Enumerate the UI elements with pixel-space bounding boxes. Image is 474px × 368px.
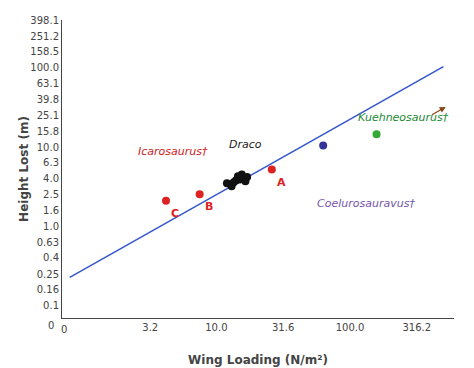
- svg-text:398.1: 398.1: [30, 15, 59, 26]
- svg-text:Icarosaurus†: Icarosaurus†: [138, 145, 208, 158]
- svg-text:31.6: 31.6: [272, 322, 294, 333]
- svg-text:C: C: [171, 207, 179, 220]
- svg-text:1.0: 1.0: [43, 221, 59, 232]
- svg-text:63.1: 63.1: [37, 78, 59, 89]
- svg-text:15.8: 15.8: [37, 126, 59, 137]
- svg-text:0.4: 0.4: [43, 252, 59, 263]
- svg-text:0.25: 0.25: [37, 269, 59, 280]
- svg-text:100.0: 100.0: [336, 322, 365, 333]
- svg-text:10.0: 10.0: [205, 322, 227, 333]
- svg-text:2.5: 2.5: [43, 189, 59, 200]
- svg-text:Height Lost (m): Height Lost (m): [17, 116, 31, 222]
- svg-text:Wing Loading (N/m²): Wing Loading (N/m²): [188, 353, 328, 367]
- svg-text:100.0: 100.0: [30, 62, 59, 73]
- svg-text:251.2: 251.2: [30, 31, 59, 42]
- svg-text:0: 0: [61, 324, 67, 335]
- svg-text:6.3: 6.3: [43, 157, 59, 168]
- svg-text:0.63: 0.63: [37, 237, 59, 248]
- svg-text:Kuehneosaurus†: Kuehneosaurus†: [358, 111, 449, 124]
- svg-text:39.8: 39.8: [37, 94, 59, 105]
- svg-text:10.0: 10.0: [37, 142, 59, 153]
- svg-text:0: 0: [48, 320, 54, 331]
- svg-text:3.2: 3.2: [142, 322, 158, 333]
- svg-text:316.2: 316.2: [402, 322, 431, 333]
- svg-text:B: B: [205, 200, 213, 213]
- svg-text:A: A: [277, 176, 286, 189]
- svg-text:25.1: 25.1: [37, 110, 59, 121]
- svg-text:Draco: Draco: [229, 138, 262, 151]
- svg-text:158.5: 158.5: [30, 46, 59, 57]
- svg-text:Coelurosauravus†: Coelurosauravus†: [317, 197, 415, 210]
- svg-text:1.6: 1.6: [43, 205, 59, 216]
- svg-text:0.1: 0.1: [43, 300, 59, 311]
- svg-text:4.0: 4.0: [43, 173, 59, 184]
- svg-text:0.16: 0.16: [37, 284, 59, 295]
